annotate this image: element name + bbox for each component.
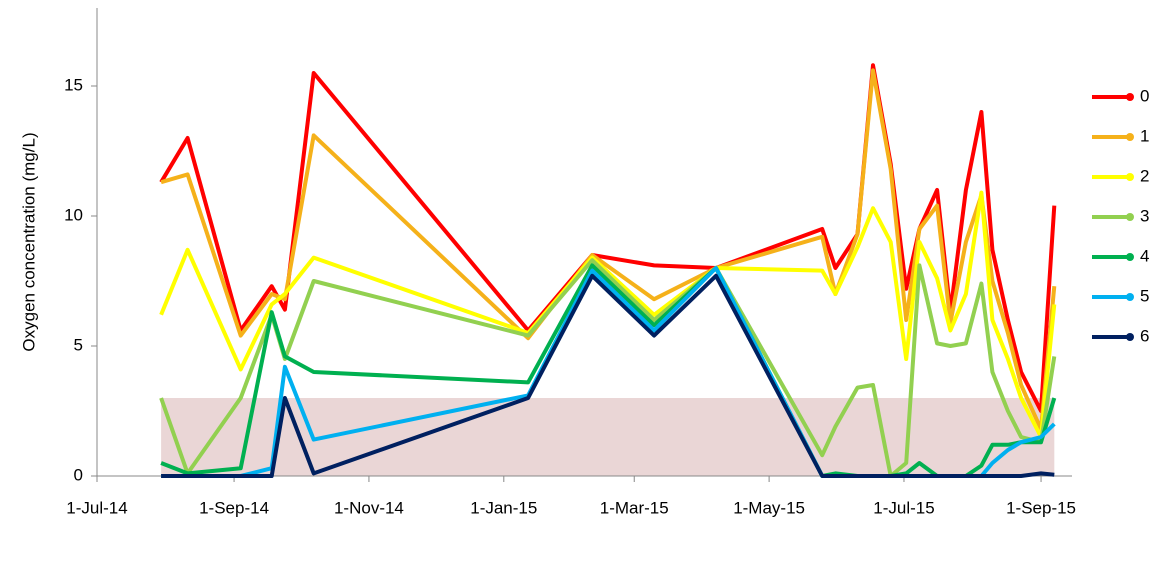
y-tick-label: 15 — [64, 75, 83, 94]
series-line — [159, 190, 1057, 439]
x-tick-label: 1-Sep-14 — [199, 498, 269, 517]
legend-label: 0 — [1140, 86, 1149, 105]
legend-marker — [1126, 293, 1134, 301]
legend-marker — [1126, 133, 1134, 141]
x-tick-label: 1-Sep-15 — [1006, 498, 1076, 517]
series-line — [161, 273, 1055, 478]
legend-marker — [1126, 253, 1134, 261]
y-axis-title: Oxygen concentration (mg/L) — [19, 132, 38, 351]
y-tick-label: 5 — [74, 335, 83, 354]
x-tick-label: 1-Mar-15 — [600, 498, 669, 517]
y-tick-label: 10 — [64, 205, 83, 224]
x-tick-label: 1-Jul-15 — [873, 498, 934, 517]
legend-label: 3 — [1140, 206, 1149, 225]
legend-label: 1 — [1140, 126, 1149, 145]
x-tick-label: 1-May-15 — [733, 498, 805, 517]
legend-marker — [1126, 213, 1134, 221]
y-tick-label: 0 — [74, 465, 83, 484]
legend-marker — [1126, 173, 1134, 181]
x-tick-label: 1-Nov-14 — [334, 498, 404, 517]
x-tick-label: 1-Jan-15 — [470, 498, 537, 517]
legend-label: 5 — [1140, 286, 1149, 305]
legend-label: 4 — [1140, 246, 1149, 265]
legend-label: 6 — [1140, 326, 1149, 345]
series-line — [159, 258, 1057, 478]
legend-marker — [1126, 93, 1134, 101]
series-line — [160, 68, 1057, 432]
x-tick-label: 1-Jul-14 — [66, 498, 127, 517]
legend-marker — [1126, 333, 1134, 341]
legend-label: 2 — [1140, 166, 1149, 185]
